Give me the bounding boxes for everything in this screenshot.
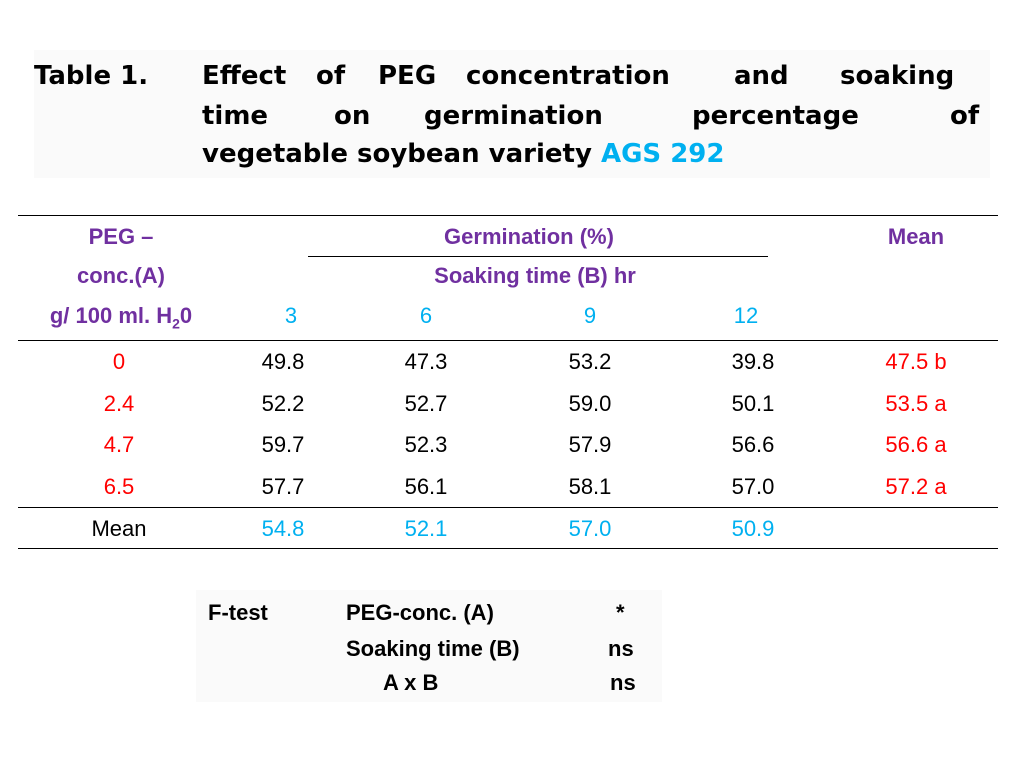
header-unit: g/ 100 ml. H20 bbox=[49, 303, 193, 332]
ftest-result: ns bbox=[610, 670, 636, 695]
header-time: 3 bbox=[284, 303, 298, 328]
conc-cell: 4.7 bbox=[103, 432, 135, 457]
row-mean-cell: 56.6 a bbox=[885, 432, 947, 457]
title-word: and bbox=[734, 61, 789, 91]
value-cell: 39.8 bbox=[731, 349, 775, 374]
ftest-factor: PEG-conc. (A) bbox=[346, 600, 494, 625]
title-word: concentration bbox=[466, 61, 670, 91]
column-mean-cell: 52.1 bbox=[404, 516, 448, 541]
conc-cell: 2.4 bbox=[103, 391, 135, 416]
header-germination: Germination (%) bbox=[444, 224, 614, 249]
ftest-result: * bbox=[616, 600, 625, 625]
value-cell: 50.1 bbox=[731, 391, 775, 416]
title-word: PEG bbox=[378, 61, 437, 91]
column-mean-cell: 50.9 bbox=[731, 516, 775, 541]
title-word: germination bbox=[424, 101, 603, 131]
header-peg: PEG – bbox=[88, 224, 154, 249]
title-word: of bbox=[316, 61, 346, 91]
conc-cell: 0 bbox=[112, 349, 126, 374]
title-word: soaking bbox=[840, 61, 955, 91]
value-cell: 57.0 bbox=[731, 474, 775, 499]
value-cell: 56.1 bbox=[404, 474, 448, 499]
value-cell: 53.2 bbox=[568, 349, 612, 374]
mean-row-label: Mean bbox=[91, 516, 147, 541]
column-mean-cell: 54.8 bbox=[261, 516, 305, 541]
header-mean: Mean bbox=[887, 224, 945, 249]
table-top-rule bbox=[18, 215, 998, 216]
ftest-result: ns bbox=[608, 636, 634, 661]
title-word: on bbox=[334, 101, 371, 131]
value-cell: 58.1 bbox=[568, 474, 612, 499]
value-cell: 59.7 bbox=[261, 432, 305, 457]
header-bottom-rule bbox=[18, 340, 998, 341]
header-time: 6 bbox=[419, 303, 433, 328]
ftest-block: F-test PEG-conc. (A) * Soaking time (B) … bbox=[196, 590, 662, 702]
title-word: of bbox=[950, 101, 980, 131]
header-time: 9 bbox=[583, 303, 597, 328]
conc-cell: 6.5 bbox=[103, 474, 135, 499]
header-conc: conc.(A) bbox=[77, 263, 165, 288]
value-cell: 56.6 bbox=[731, 432, 775, 457]
mean-row-top-rule bbox=[18, 507, 998, 508]
header-soaking-time: Soaking time (B) hr bbox=[434, 263, 636, 288]
title-variety-text: vegetable soybean variety bbox=[202, 139, 592, 169]
title-word: time bbox=[202, 101, 269, 131]
ftest-factor: A x B bbox=[383, 670, 439, 695]
ftest-label: F-test bbox=[208, 600, 268, 625]
title-word: percentage bbox=[692, 101, 859, 131]
column-mean-cell: 57.0 bbox=[568, 516, 612, 541]
value-cell: 52.2 bbox=[261, 391, 305, 416]
ftest-factor: Soaking time (B) bbox=[346, 636, 520, 661]
value-cell: 49.8 bbox=[261, 349, 305, 374]
title-word: Effect bbox=[202, 61, 287, 91]
header-time: 12 bbox=[733, 303, 759, 328]
value-cell: 57.9 bbox=[568, 432, 612, 457]
value-cell: 57.7 bbox=[261, 474, 305, 499]
value-cell: 47.3 bbox=[404, 349, 448, 374]
value-cell: 52.3 bbox=[404, 432, 448, 457]
row-mean-cell: 53.5 a bbox=[885, 391, 947, 416]
value-cell: 59.0 bbox=[568, 391, 612, 416]
row-mean-cell: 47.5 b bbox=[885, 349, 947, 374]
title-prefix: Table 1. bbox=[34, 61, 149, 91]
title-variety-name: AGS 292 bbox=[600, 139, 725, 169]
value-cell: 52.7 bbox=[404, 391, 448, 416]
row-mean-cell: 57.2 a bbox=[885, 474, 947, 499]
germination-underline bbox=[308, 256, 768, 257]
table-title: Table 1. Effect of PEG concentration and… bbox=[34, 50, 990, 178]
table-bottom-rule bbox=[18, 548, 998, 549]
